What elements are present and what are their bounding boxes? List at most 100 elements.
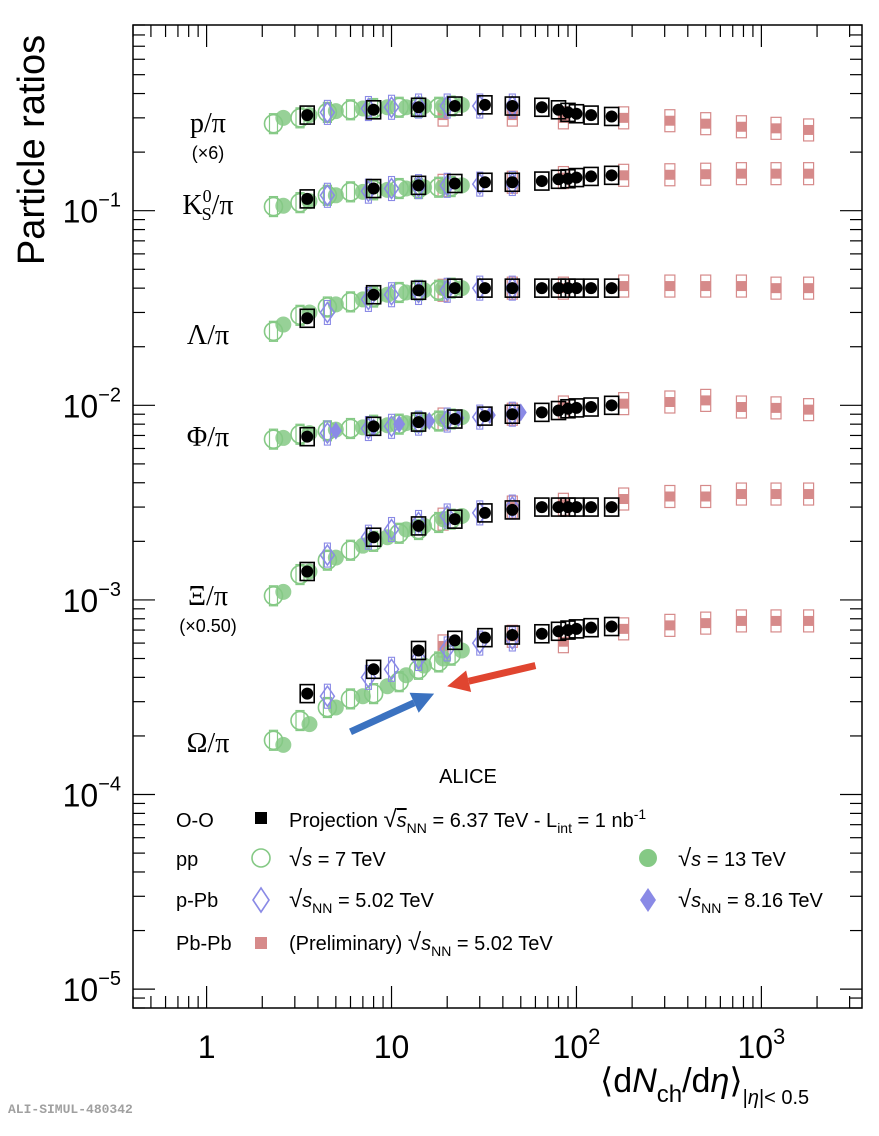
point-pp-13-tev-xi-pi xyxy=(398,521,415,538)
point-o-o-projection-6-37-tev-omega-pi xyxy=(448,634,461,647)
svg-text:√s = 7 TeV: √s = 7 TeV xyxy=(289,845,386,872)
point-o-o-projection-6-37-tev-xi-pi-syst-box xyxy=(534,497,550,517)
point-pp-7-tev-k0s-pi-syst-box xyxy=(345,181,356,203)
point-o-o-projection-6-37-tev-xi-pi xyxy=(301,565,314,578)
svg-text:⟨dNch/dη⟩|η|< 0.5: ⟨dNch/dη⟩|η|< 0.5 xyxy=(600,1062,809,1109)
ratio-label-xi-pi: Ξ/π xyxy=(188,581,228,612)
point-pb-pb-5-02-tev-preliminary-omega-pi xyxy=(736,615,747,626)
point-pp-7-tev-phi-pi-syst-box xyxy=(345,417,356,440)
point-o-o-projection-6-37-tev-p-pi xyxy=(412,101,425,114)
point-p-pb-5-02-tev-xi-pi xyxy=(504,495,521,519)
legend-system-ppb: p-Pb xyxy=(176,890,218,912)
point-o-o-projection-6-37-tev-phi-pi xyxy=(535,406,548,419)
point-pb-pb-5-02-tev-preliminary-omega-pi xyxy=(558,636,569,647)
arrow-shaft-2 xyxy=(467,662,537,685)
point-o-o-projection-6-37-tev-k0s-pi xyxy=(535,175,548,188)
point-pb-pb-5-02-tev-preliminary-phi-pi xyxy=(803,404,814,415)
point-o-o-projection-6-37-tev-phi-pi-syst-box xyxy=(477,406,493,426)
point-pp-13-tev-omega-pi xyxy=(379,678,396,695)
point-o-o-projection-6-37-tev-omega-pi-syst-box xyxy=(299,683,316,704)
point-pb-pb-5-02-tev-preliminary-k0s-pi xyxy=(771,168,782,179)
point-o-o-projection-6-37-tev-phi-pi xyxy=(412,416,425,429)
point-o-o-projection-6-37-tev-lambda-pi-syst-box xyxy=(583,278,599,298)
point-o-o-projection-6-37-tev-k0s-pi-syst-box xyxy=(603,165,620,186)
point-p-pb-5-02-tev-p-pi xyxy=(383,95,400,119)
point-p-pb-5-02-tev-xi-pi xyxy=(319,543,336,567)
point-o-o-projection-6-37-tev-omega-pi xyxy=(301,687,314,700)
point-o-o-projection-6-37-tev-k0s-pi xyxy=(367,182,380,195)
legend-marker-pp-13 xyxy=(639,849,657,867)
point-o-o-projection-6-37-tev-lambda-pi-syst-box xyxy=(603,278,620,298)
point-pp-13-tev-k0s-pi xyxy=(398,180,415,197)
point-o-o-projection-6-37-tev-lambda-pi xyxy=(535,282,548,295)
point-o-o-projection-6-37-tev-p-pi-syst-box xyxy=(447,96,463,116)
point-pb-pb-5-02-tev-preliminary-phi-pi xyxy=(736,402,747,413)
point-o-o-projection-6-37-tev-phi-pi xyxy=(478,410,491,423)
point-o-o-projection-6-37-tev-lambda-pi xyxy=(585,282,598,295)
point-o-o-projection-6-37-tev-xi-pi-syst-box xyxy=(583,497,599,517)
x-tick-label: 1 xyxy=(198,1029,216,1065)
point-o-o-projection-6-37-tev-xi-pi xyxy=(448,513,461,526)
legend-marker-oo xyxy=(255,812,267,824)
point-o-o-projection-6-37-tev-phi-pi-syst-box xyxy=(534,402,550,423)
point-o-o-projection-6-37-tev-lambda-pi-syst-box xyxy=(365,284,382,305)
point-pb-pb-5-02-tev-preliminary-k0s-pi xyxy=(700,169,711,180)
point-o-o-projection-6-37-tev-xi-pi-syst-box xyxy=(299,561,316,582)
point-o-o-projection-6-37-tev-p-pi xyxy=(301,109,314,122)
point-o-o-projection-6-37-tev-p-pi-syst-box xyxy=(603,106,620,127)
point-o-o-projection-6-37-tev-lambda-pi xyxy=(570,282,583,295)
point-o-o-projection-6-37-tev-omega-pi xyxy=(570,622,583,635)
point-p-pb-5-02-tev-k0s-pi xyxy=(319,183,336,207)
point-pp-13-tev-p-pi xyxy=(379,99,396,116)
point-o-o-projection-6-37-tev-phi-pi-syst-box xyxy=(603,395,620,416)
plot-frame xyxy=(132,24,863,1009)
point-o-o-projection-6-37-tev-p-pi xyxy=(367,103,380,116)
point-o-o-projection-6-37-tev-k0s-pi-syst-box xyxy=(504,172,521,193)
svg-text:(Preliminary) √sNN = 5.02 TeV: (Preliminary) √sNN = 5.02 TeV xyxy=(289,929,553,959)
point-o-o-projection-6-37-tev-phi-pi-syst-box xyxy=(410,412,427,432)
point-o-o-projection-6-37-tev-xi-pi xyxy=(535,501,548,514)
point-o-o-projection-6-37-tev-p-pi-syst-box xyxy=(583,105,599,125)
point-o-o-projection-6-37-tev-xi-pi-syst-box xyxy=(504,500,521,520)
point-o-o-projection-6-37-tev-omega-pi xyxy=(478,631,491,644)
point-p-pb-5-02-tev-xi-pi xyxy=(383,518,400,541)
ratio-scale-xi-pi: (×0.50) xyxy=(179,616,237,636)
point-o-o-projection-6-37-tev-omega-pi xyxy=(605,620,618,633)
point-pb-pb-5-02-tev-preliminary-xi-pi xyxy=(664,491,675,502)
point-o-o-projection-6-37-tev-lambda-pi-syst-box xyxy=(477,278,493,298)
point-pb-pb-5-02-tev-preliminary-lambda-pi xyxy=(664,281,675,292)
point-pp-13-tev-p-pi xyxy=(398,99,415,116)
point-p-pb-5-02-tev-p-pi-syst-box xyxy=(323,99,331,125)
point-o-o-projection-6-37-tev-k0s-pi xyxy=(301,192,314,205)
point-pb-pb-5-02-tev-preliminary-k0s-pi xyxy=(803,168,814,179)
point-pb-pb-5-02-tev-preliminary-k0s-pi xyxy=(736,168,747,179)
watermark: ALI-SIMUL-480342 xyxy=(8,1102,133,1117)
point-o-o-projection-6-37-tev-phi-pi-syst-box xyxy=(583,397,599,417)
arrow-head-2 xyxy=(447,670,472,692)
ratio-label-phi-pi: Φ/π xyxy=(187,422,229,453)
y-tick-label: 10−4 xyxy=(63,774,121,814)
point-pb-pb-5-02-tev-preliminary-omega-pi xyxy=(700,618,711,629)
point-pp-13-tev-omega-pi xyxy=(435,650,452,667)
point-o-o-projection-6-37-tev-omega-pi-syst-box xyxy=(365,659,382,680)
ratio-labels: p/π (×6) K0 S/π Λ/π Φ/π Ξ/π (×0.50) Ω/π xyxy=(179,108,237,759)
point-pp-7-tev-omega-pi-syst-box xyxy=(369,683,379,705)
point-p-pb-5-02-tev-lambda-pi-syst-box xyxy=(387,282,396,308)
point-p-pb-5-02-tev-omega-pi xyxy=(410,647,427,670)
point-o-o-projection-6-37-tev-p-pi-syst-box xyxy=(504,96,521,116)
point-o-o-projection-6-37-tev-omega-pi xyxy=(585,621,598,634)
point-pp-13-tev-omega-pi xyxy=(398,667,415,684)
y-tick-label: 10−1 xyxy=(63,190,121,230)
point-p-pb-5-02-tev-omega-pi-syst-box xyxy=(364,664,372,690)
point-pb-pb-5-02-tev-preliminary-p-pi xyxy=(700,118,711,129)
point-pp-13-tev-omega-pi xyxy=(416,657,433,674)
point-pb-pb-5-02-tev-preliminary-phi-pi xyxy=(771,402,782,413)
point-pp-13-tev-p-pi xyxy=(275,109,292,126)
svg-text:Projection √sNN = 6.37 TeV -: Projection √sNN = 6.37 TeV - Lint = 1 nb… xyxy=(289,806,646,836)
point-pb-pb-5-02-tev-preliminary-omega-pi xyxy=(664,620,675,631)
point-p-pb-5-02-tev-p-pi xyxy=(319,101,336,124)
point-pb-pb-5-02-tev-preliminary-xi-pi xyxy=(803,489,814,500)
y-tick-label: 10−3 xyxy=(63,579,121,619)
point-o-o-projection-6-37-tev-omega-pi-syst-box xyxy=(603,616,620,637)
point-p-pb-5-02-tev-xi-pi xyxy=(410,511,427,534)
